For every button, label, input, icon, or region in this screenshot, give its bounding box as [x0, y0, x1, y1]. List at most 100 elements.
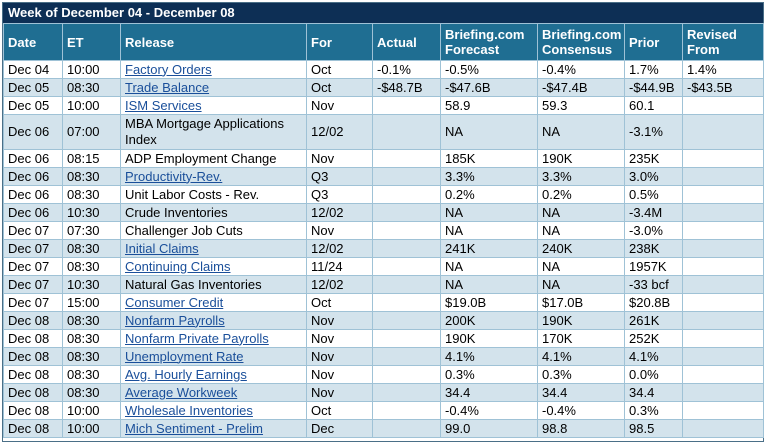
cell-consensus: 0.2%	[537, 185, 625, 204]
cell-et: 15:00	[62, 293, 121, 312]
cell-release: Natural Gas Inventories	[120, 275, 307, 294]
cell-actual: -0.1%	[372, 60, 441, 79]
cell-consensus: NA	[537, 275, 625, 294]
table-row: Dec 07 15:00 Consumer Credit Oct $19.0B $17.0…	[3, 293, 764, 312]
cell-date: Dec 07	[3, 293, 63, 312]
cell-forecast: 4.1%	[440, 347, 538, 366]
release-link[interactable]: Nonfarm Private Payrolls	[125, 330, 269, 346]
cell-et: 08:30	[62, 185, 121, 204]
cell-et: 10:00	[62, 419, 121, 438]
cell-et: 10:00	[62, 96, 121, 115]
col-header-release: Release	[120, 23, 307, 61]
cell-revised	[682, 419, 764, 438]
week-title: Week of December 04 - December 08	[3, 3, 763, 23]
cell-revised	[682, 347, 764, 366]
cell-forecast: 190K	[440, 329, 538, 348]
cell-date: Dec 08	[3, 419, 63, 438]
cell-release: Mich Sentiment - Prelim	[120, 419, 307, 438]
col-header-consensus-line1: Briefing.com	[542, 27, 622, 42]
cell-forecast: NA	[440, 203, 538, 222]
cell-consensus: 4.1%	[537, 347, 625, 366]
release-link[interactable]: Mich Sentiment - Prelim	[125, 420, 263, 436]
cell-forecast: NA	[440, 275, 538, 294]
cell-forecast: 99.0	[440, 419, 538, 438]
cell-prior: -$44.9B	[624, 78, 683, 97]
col-header-consensus-line2: Consensus	[542, 42, 613, 57]
table-row: Dec 05 10:00 ISM Services Nov 58.9 59.3 60.1	[3, 96, 764, 115]
cell-consensus: 34.4	[537, 383, 625, 402]
cell-date: Dec 08	[3, 347, 63, 366]
cell-actual	[372, 329, 441, 348]
cell-date: Dec 06	[3, 114, 63, 150]
cell-consensus: 3.3%	[537, 167, 625, 186]
cell-date: Dec 06	[3, 167, 63, 186]
cell-for: Nov	[306, 221, 373, 240]
cell-release: ISM Services	[120, 96, 307, 115]
cell-et: 08:30	[62, 383, 121, 402]
cell-for: Oct	[306, 293, 373, 312]
cell-actual	[372, 96, 441, 115]
table-row: Dec 04 10:00 Factory Orders Oct -0.1% -0.5% -0…	[3, 60, 764, 79]
cell-forecast: 58.9	[440, 96, 538, 115]
col-header-revised: Revised From	[682, 23, 764, 61]
cell-et: 10:30	[62, 275, 121, 294]
col-header-forecast-line2: Forecast	[445, 42, 500, 57]
cell-actual	[372, 257, 441, 276]
cell-prior: 3.0%	[624, 167, 683, 186]
table-row: Dec 08 08:30 Nonfarm Payrolls Nov 200K 190K 26…	[3, 311, 764, 330]
cell-date: Dec 08	[3, 401, 63, 420]
cell-prior: -3.1%	[624, 114, 683, 150]
release-link[interactable]: Avg. Hourly Earnings	[125, 366, 247, 382]
release-link[interactable]: Trade Balance	[125, 79, 210, 95]
cell-actual	[372, 401, 441, 420]
cell-for: Nov	[306, 365, 373, 384]
release-link[interactable]: Initial Claims	[125, 240, 199, 256]
cell-consensus: 98.8	[537, 419, 625, 438]
release-link[interactable]: Consumer Credit	[125, 294, 224, 310]
release-link[interactable]: Nonfarm Payrolls	[125, 312, 225, 328]
cell-date: Dec 08	[3, 383, 63, 402]
table-row: Dec 08 08:30 Unemployment Rate Nov 4.1% 4.1% 4…	[3, 347, 764, 366]
cell-et: 08:30	[62, 329, 121, 348]
cell-for: Dec	[306, 419, 373, 438]
table-row: Dec 05 08:30 Trade Balance Oct -$48.7B -$47.6…	[3, 78, 764, 97]
cell-date: Dec 05	[3, 78, 63, 97]
release-link[interactable]: Unemployment Rate	[125, 348, 244, 364]
cell-date: Dec 07	[3, 275, 63, 294]
cell-for: Nov	[306, 329, 373, 348]
cell-prior: -3.0%	[624, 221, 683, 240]
table-row: Dec 08 08:30 Average Workweek Nov 34.4 34.4 34…	[3, 383, 764, 402]
table-row: Dec 08 08:30 Avg. Hourly Earnings Nov 0.3% 0.…	[3, 365, 764, 384]
cell-date: Dec 06	[3, 203, 63, 222]
release-link[interactable]: ISM Services	[125, 97, 202, 113]
cell-consensus: -$47.4B	[537, 78, 625, 97]
cell-revised	[682, 221, 764, 240]
cell-forecast: 3.3%	[440, 167, 538, 186]
cell-actual	[372, 383, 441, 402]
cell-forecast: -$47.6B	[440, 78, 538, 97]
cell-for: 11/24	[306, 257, 373, 276]
col-header-for: For	[306, 23, 373, 61]
release-link[interactable]: Factory Orders	[125, 61, 212, 77]
cell-release: Nonfarm Payrolls	[120, 311, 307, 330]
cell-prior: 34.4	[624, 383, 683, 402]
cell-for: Nov	[306, 347, 373, 366]
cell-actual	[372, 185, 441, 204]
table-row: Dec 06 10:30 Crude Inventories 12/02 NA NA -3.…	[3, 203, 764, 222]
cell-forecast: 0.2%	[440, 185, 538, 204]
cell-et: 08:30	[62, 365, 121, 384]
cell-consensus: -0.4%	[537, 401, 625, 420]
cell-actual	[372, 311, 441, 330]
cell-revised	[682, 149, 764, 168]
col-header-prior: Prior	[624, 23, 683, 61]
cell-release: Trade Balance	[120, 78, 307, 97]
cell-prior: 252K	[624, 329, 683, 348]
release-link[interactable]: Productivity-Rev.	[125, 168, 223, 184]
cell-date: Dec 06	[3, 149, 63, 168]
release-link[interactable]: Continuing Claims	[125, 258, 231, 274]
cell-revised	[682, 257, 764, 276]
cell-et: 10:30	[62, 203, 121, 222]
release-link[interactable]: Average Workweek	[125, 384, 238, 400]
cell-consensus: 190K	[537, 311, 625, 330]
release-link[interactable]: Wholesale Inventories	[125, 402, 253, 418]
